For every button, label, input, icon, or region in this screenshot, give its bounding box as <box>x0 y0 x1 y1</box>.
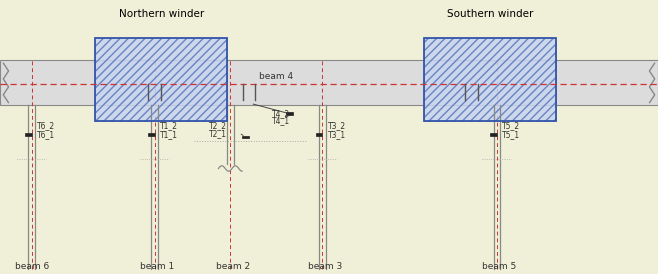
Bar <box>424 38 556 121</box>
Bar <box>490 133 497 136</box>
Text: T2_2: T2_2 <box>209 121 227 130</box>
Bar <box>25 133 32 136</box>
Text: T5_2: T5_2 <box>502 122 520 130</box>
Text: T2_1: T2_1 <box>209 129 227 138</box>
Text: T3_2: T3_2 <box>328 122 346 130</box>
Text: T4_2: T4_2 <box>272 109 290 118</box>
Text: beam 4: beam 4 <box>259 72 293 81</box>
Text: Southern winder: Southern winder <box>447 9 534 19</box>
Text: beam 1: beam 1 <box>140 262 174 271</box>
Text: T1_2: T1_2 <box>160 122 178 130</box>
Bar <box>0 60 658 105</box>
Bar <box>95 38 227 121</box>
Text: beam 2: beam 2 <box>216 262 250 271</box>
Text: Northern winder: Northern winder <box>118 9 204 19</box>
Bar <box>242 136 249 138</box>
Text: T3_1: T3_1 <box>328 130 346 139</box>
Text: T1_1: T1_1 <box>160 130 178 139</box>
Text: beam 6: beam 6 <box>15 262 49 271</box>
Text: beam 3: beam 3 <box>308 262 342 271</box>
Bar <box>95 38 227 121</box>
Text: T4_1: T4_1 <box>272 116 290 125</box>
Text: T5_1: T5_1 <box>502 130 520 139</box>
Text: T6_2: T6_2 <box>37 122 55 130</box>
Text: beam 5: beam 5 <box>482 262 517 271</box>
Bar <box>286 112 293 115</box>
Bar <box>316 133 322 136</box>
Bar <box>148 133 155 136</box>
Text: T6_1: T6_1 <box>37 130 55 139</box>
Bar <box>424 38 556 121</box>
